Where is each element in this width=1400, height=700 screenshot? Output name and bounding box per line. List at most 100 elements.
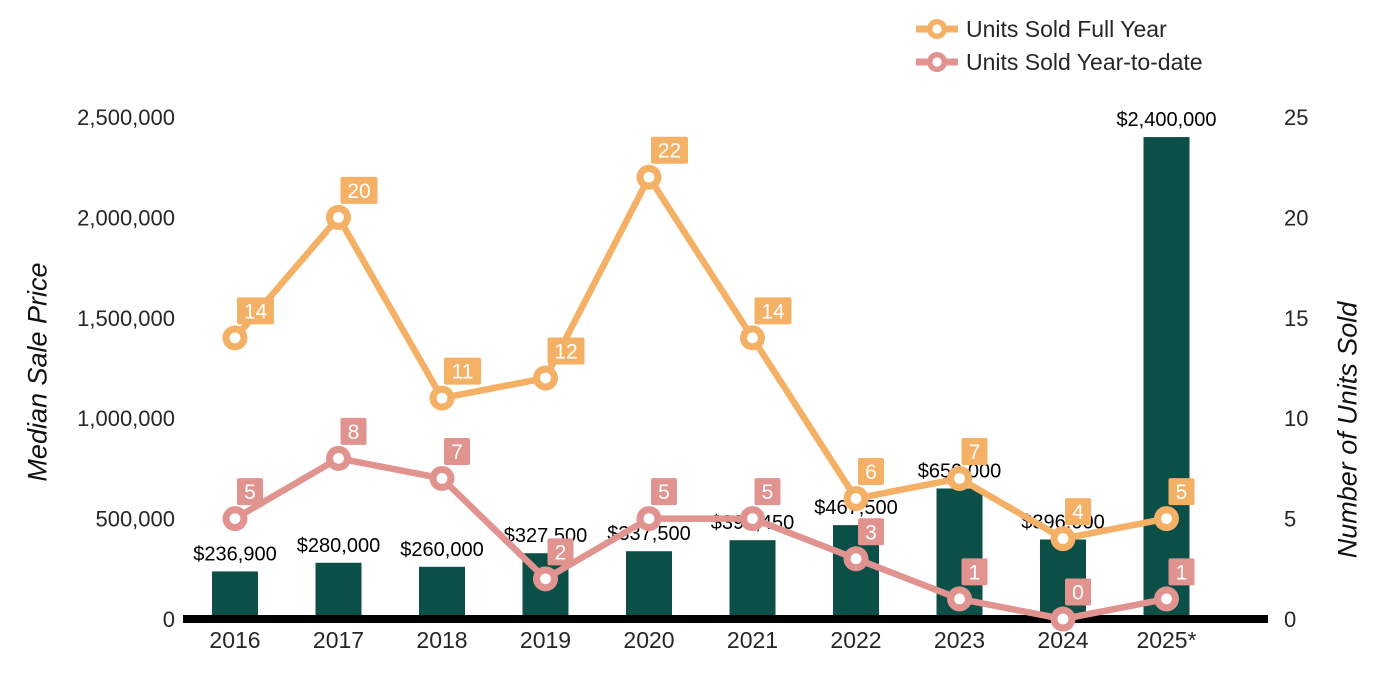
bar-value-label: $327,500 <box>504 525 587 547</box>
point-badge-value: 1 <box>1176 561 1188 584</box>
point-badge-value: 3 <box>865 521 877 544</box>
line-marker-center <box>436 392 448 404</box>
point-badge <box>547 538 574 566</box>
line-marker-center <box>1057 613 1069 625</box>
bar <box>419 566 465 615</box>
bar-value-label: $2,400,000 <box>1116 109 1216 131</box>
line-marker-center <box>1161 593 1172 605</box>
point-badge <box>340 176 378 204</box>
point-badge <box>754 478 781 506</box>
point-badge <box>340 417 367 445</box>
point-badge-value: 5 <box>762 481 774 504</box>
point-badge <box>444 437 470 465</box>
point-badge <box>858 458 884 486</box>
legend: Units Sold Full Year Units Sold Year-to-… <box>916 14 1203 77</box>
point-badge-value: 7 <box>969 441 981 464</box>
point-badge <box>547 337 585 365</box>
line-marker-center <box>540 372 551 384</box>
y-axis-title-left: Median Sale Price <box>22 262 53 482</box>
y-tick-label-left: 2,000,000 <box>77 205 175 230</box>
point-badge-value: 11 <box>452 361 474 384</box>
line-marker-center <box>333 452 344 464</box>
point-badge-value: 7 <box>451 441 463 464</box>
y-tick-label-left: 2,500,000 <box>77 105 175 130</box>
y-tick-label-right: 25 <box>1284 105 1308 130</box>
line-marker-center <box>540 573 551 585</box>
line-marker-center <box>1161 513 1172 524</box>
point-badge <box>651 478 677 506</box>
bar <box>212 571 258 615</box>
x-tick-label: 2023 <box>934 627 985 653</box>
legend-label-ytd: Units Sold Year-to-date <box>966 48 1203 75</box>
point-badge <box>961 437 988 465</box>
line-marker-center <box>954 473 965 484</box>
ytd-line-marker-icon <box>916 52 958 72</box>
line-marker-center <box>1057 533 1069 545</box>
point-badge-value: 1 <box>969 561 981 584</box>
x-tick-label: 2024 <box>1037 627 1088 653</box>
line-marker-center <box>747 513 758 524</box>
line-marker-center <box>229 332 241 344</box>
bar <box>626 551 672 615</box>
point-badge-value: 5 <box>658 481 670 504</box>
point-badge-value: 22 <box>658 140 681 163</box>
point-badge <box>1065 498 1091 526</box>
line-ytd <box>231 455 1170 623</box>
x-tick-label: 2016 <box>209 627 260 653</box>
line-marker-center <box>850 553 862 565</box>
x-tick-label: 2021 <box>727 627 778 653</box>
point-badge <box>961 558 988 586</box>
point-badge-value: 8 <box>348 421 360 444</box>
line-marker-center <box>643 171 655 183</box>
line-marker-center <box>747 332 758 344</box>
y-tick-label-left: 1,500,000 <box>77 306 175 331</box>
bar <box>729 540 776 615</box>
bar-value-label: $260,000 <box>400 539 483 561</box>
x-tick-label: 2025* <box>1136 627 1196 653</box>
y-axis-title-right: Number of Units Sold <box>1332 301 1363 559</box>
point-badge <box>651 136 688 164</box>
point-badge-value: 14 <box>244 300 268 323</box>
bar-value-label: $236,900 <box>193 543 276 565</box>
line-marker-center <box>954 593 965 605</box>
y-tick-label-right: 5 <box>1284 507 1296 532</box>
point-badge-value: 20 <box>347 180 370 203</box>
line-marker-center <box>850 493 862 504</box>
legend-label-full-year: Units Sold Full Year <box>966 15 1167 42</box>
point-badge <box>858 518 884 546</box>
x-axis-baseline <box>183 615 1268 623</box>
line-full-year <box>231 173 1170 542</box>
point-badge-value: 6 <box>865 461 877 484</box>
line-marker-center <box>643 513 655 524</box>
point-badge-value: 2 <box>555 541 567 564</box>
y-tick-label-left: 500,000 <box>95 507 175 532</box>
y-tick-label-right: 15 <box>1284 306 1308 331</box>
point-badge-value: 5 <box>244 481 256 504</box>
point-badge <box>1168 478 1195 506</box>
point-badge <box>754 297 792 325</box>
y-tick-label-right: 10 <box>1284 406 1308 431</box>
bar <box>315 562 362 615</box>
bar <box>1143 137 1190 615</box>
line-marker-center <box>436 473 448 484</box>
y-tick-label-left: 1,000,000 <box>77 406 175 431</box>
y-tick-label-left: 0 <box>163 607 175 632</box>
point-badge-value: 12 <box>554 341 577 364</box>
x-tick-label: 2017 <box>313 627 364 653</box>
x-tick-label: 2018 <box>416 627 467 653</box>
x-tick-label: 2020 <box>623 627 674 653</box>
legend-item-ytd: Units Sold Year-to-date <box>916 47 1203 77</box>
point-badge <box>1168 558 1195 586</box>
point-badge <box>444 357 481 385</box>
point-badge-value: 5 <box>1176 481 1188 504</box>
legend-item-full-year: Units Sold Full Year <box>916 14 1203 44</box>
point-badge <box>1065 578 1091 606</box>
bar-value-label: $280,000 <box>297 535 380 557</box>
point-badge <box>237 297 274 325</box>
full-year-line-marker-icon <box>916 19 958 39</box>
x-tick-label: 2019 <box>520 627 571 653</box>
line-marker-center <box>229 513 241 524</box>
y-tick-label-right: 0 <box>1284 607 1296 632</box>
